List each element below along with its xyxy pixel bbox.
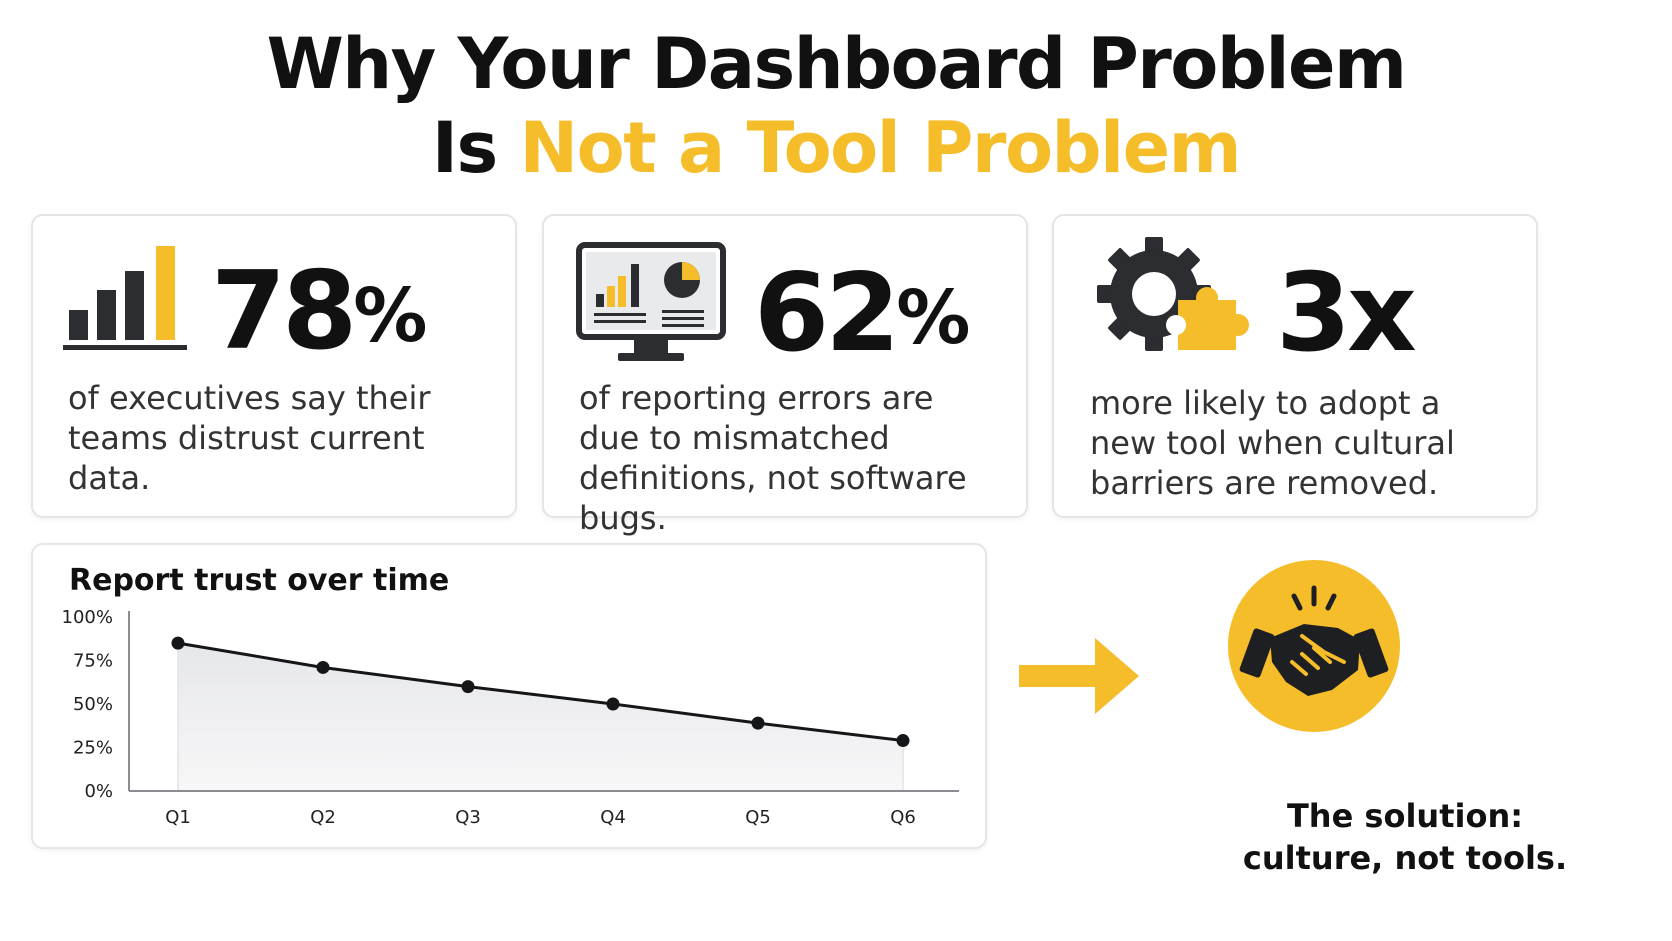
- stat-unit: %: [353, 273, 428, 359]
- stat-number: 3x: [1276, 251, 1417, 376]
- page-title: Why Your Dashboard Problem Is Not a Tool…: [0, 22, 1672, 190]
- title-line-2-prefix: Is: [431, 107, 520, 189]
- arrow-right-icon: [1019, 638, 1139, 714]
- line-chart: 0% 25% 50% 75% 100% Q1 Q2 Q3 Q4 Q5 Q6: [62, 607, 959, 828]
- x-tick-label: Q1: [165, 807, 191, 828]
- stat-description: of reporting errors are due to mismatche…: [579, 379, 967, 537]
- x-tick-label: Q5: [745, 807, 771, 828]
- solution-line-1: The solution:: [1286, 797, 1524, 835]
- handshake-icon: [1228, 560, 1400, 732]
- stat-unit: %: [896, 275, 971, 361]
- x-tick-label: Q6: [890, 807, 916, 828]
- data-point: [751, 716, 765, 730]
- bar-chart-icon: [63, 246, 187, 350]
- stat-number: 78: [211, 249, 357, 374]
- data-point: [461, 680, 475, 694]
- data-point: [316, 660, 330, 674]
- solution-text: The solution: culture, not tools.: [1215, 795, 1595, 879]
- data-point: [606, 697, 620, 711]
- series-line: [177, 641, 904, 743]
- solution-line-2: culture, not tools.: [1242, 839, 1568, 877]
- title-line-1: Why Your Dashboard Problem: [266, 23, 1407, 105]
- stat-value: 3x: [1276, 260, 1417, 368]
- stat-description: more likely to adopt a new tool when cul…: [1090, 384, 1455, 502]
- y-tick-label: 0%: [84, 781, 113, 802]
- data-point: [171, 636, 185, 650]
- stat-number: 62: [754, 251, 900, 376]
- x-tick-label: Q2: [310, 807, 336, 828]
- y-tick-label: 75%: [73, 651, 113, 672]
- stat-value: 62%: [754, 260, 970, 368]
- chart-card: Report trust over time 0% 25% 50% 75% 100% Q1…: [31, 543, 987, 849]
- stat-card-adoption: 3x more likely to adopt a new tool when …: [1052, 214, 1538, 518]
- stat-card-reporting-errors: 62% of reporting errors are due to misma…: [542, 214, 1028, 537]
- data-point: [896, 734, 910, 748]
- x-tick-label: Q4: [600, 807, 626, 828]
- x-tick-label: Q3: [455, 807, 481, 828]
- y-tick-label: 100%: [62, 607, 113, 628]
- chart-title: Report trust over time: [69, 563, 450, 598]
- monitor-dashboard-icon: [576, 242, 726, 361]
- stat-value: 78%: [211, 258, 427, 366]
- title-accent: Not a Tool Problem: [519, 107, 1242, 189]
- stat-card-executives: 78% of executives say their teams distru…: [31, 214, 517, 518]
- chart-area-fill: [178, 643, 903, 791]
- title-line-2: Is Not a Tool Problem: [0, 106, 1672, 190]
- y-tick-label: 25%: [73, 738, 113, 759]
- y-tick-label: 50%: [73, 694, 113, 715]
- stat-description: of executives say their teams distrust c…: [68, 379, 431, 497]
- gear-puzzle-icon: [1097, 237, 1249, 351]
